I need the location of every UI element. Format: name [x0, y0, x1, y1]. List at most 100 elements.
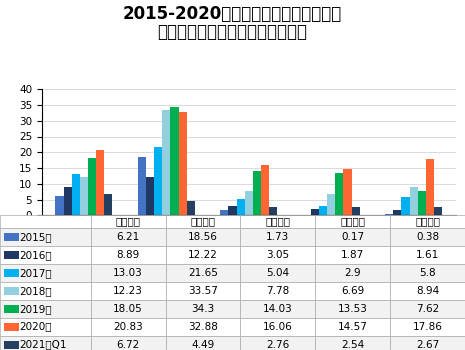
Bar [315, 228, 390, 246]
Bar [240, 282, 315, 300]
Text: 7.78: 7.78 [266, 286, 289, 296]
Bar [393, 210, 401, 215]
Bar [4, 341, 19, 349]
Bar [91, 228, 166, 246]
Text: 1.73: 1.73 [266, 232, 289, 242]
Text: 2.67: 2.67 [416, 340, 439, 350]
Text: 0.17: 0.17 [341, 232, 364, 242]
Text: 2018年: 2018年 [20, 286, 52, 296]
Text: 2017年: 2017年 [20, 268, 52, 278]
Text: 景旺控股: 景旺控股 [191, 217, 215, 226]
Text: 8.94: 8.94 [416, 286, 439, 296]
Text: 12.22: 12.22 [188, 250, 218, 260]
Bar [237, 199, 245, 215]
Bar [4, 269, 19, 277]
Text: 深南电客: 深南电客 [266, 217, 290, 226]
Bar [80, 177, 88, 215]
Bar [220, 210, 228, 215]
Bar [4, 304, 19, 313]
Bar [390, 318, 465, 336]
Bar [311, 209, 319, 215]
Bar [315, 264, 390, 282]
Text: 2019年: 2019年 [20, 304, 52, 314]
Bar [390, 246, 465, 264]
Bar [344, 169, 352, 215]
Bar [4, 323, 19, 331]
Bar [91, 336, 166, 350]
Text: 7.62: 7.62 [416, 304, 439, 314]
Bar [55, 196, 64, 215]
Bar [240, 215, 315, 228]
Text: 1.61: 1.61 [416, 250, 439, 260]
Text: 32.88: 32.88 [188, 322, 218, 332]
Bar [166, 300, 240, 318]
Text: 5.8: 5.8 [419, 268, 436, 278]
Text: 21.65: 21.65 [188, 268, 218, 278]
Bar [390, 336, 465, 350]
Text: 3.05: 3.05 [266, 250, 289, 260]
Bar [335, 173, 344, 215]
Bar [91, 246, 166, 264]
Bar [91, 282, 166, 300]
Bar [228, 206, 237, 215]
Bar [0, 215, 91, 228]
Bar [240, 318, 315, 336]
Bar [0, 336, 91, 350]
Text: 17.86: 17.86 [412, 322, 443, 332]
Bar [64, 187, 72, 215]
Text: 6.69: 6.69 [341, 286, 365, 296]
Text: 沪电股份: 沪电股份 [340, 217, 365, 226]
Bar [315, 246, 390, 264]
Text: 20.83: 20.83 [113, 322, 143, 332]
Bar [426, 159, 434, 215]
Text: 16.06: 16.06 [263, 322, 292, 332]
Text: 14.57: 14.57 [338, 322, 368, 332]
Bar [138, 157, 146, 215]
Bar [96, 150, 104, 215]
Bar [315, 282, 390, 300]
Text: 33.57: 33.57 [188, 286, 218, 296]
Bar [154, 147, 162, 215]
Bar [0, 246, 91, 264]
Bar [385, 214, 393, 215]
Bar [166, 228, 240, 246]
Bar [4, 233, 19, 241]
Bar [166, 282, 240, 300]
Bar [261, 164, 269, 215]
Bar [240, 264, 315, 282]
Bar [162, 110, 171, 215]
Bar [91, 264, 166, 282]
Text: 12.23: 12.23 [113, 286, 143, 296]
Text: 企业利润总额对比（单位：亿元）: 企业利润总额对比（单位：亿元） [158, 23, 307, 41]
Text: 6.21: 6.21 [116, 232, 140, 242]
Text: 8.89: 8.89 [116, 250, 140, 260]
Bar [327, 194, 335, 215]
Bar [166, 246, 240, 264]
Text: 生益科技: 生益科技 [116, 217, 140, 226]
Bar [319, 206, 327, 215]
Bar [72, 174, 80, 215]
Bar [166, 336, 240, 350]
Bar [4, 251, 19, 259]
Text: 14.03: 14.03 [263, 304, 292, 314]
Text: 2015年: 2015年 [20, 232, 52, 242]
Bar [0, 264, 91, 282]
Text: 东山精密: 东山精密 [415, 217, 440, 226]
Bar [253, 171, 261, 215]
Bar [240, 246, 315, 264]
Text: 2021年Q1: 2021年Q1 [20, 340, 67, 350]
Bar [390, 264, 465, 282]
Bar [187, 201, 195, 215]
Bar [390, 300, 465, 318]
Bar [418, 191, 426, 215]
Text: 2016年: 2016年 [20, 250, 52, 260]
Bar [166, 215, 240, 228]
Text: 2.9: 2.9 [345, 268, 361, 278]
Bar [0, 282, 91, 300]
Bar [171, 107, 179, 215]
Bar [315, 336, 390, 350]
Bar [166, 318, 240, 336]
Text: 5.04: 5.04 [266, 268, 289, 278]
Text: 1.87: 1.87 [341, 250, 365, 260]
Text: 2.54: 2.54 [341, 340, 365, 350]
